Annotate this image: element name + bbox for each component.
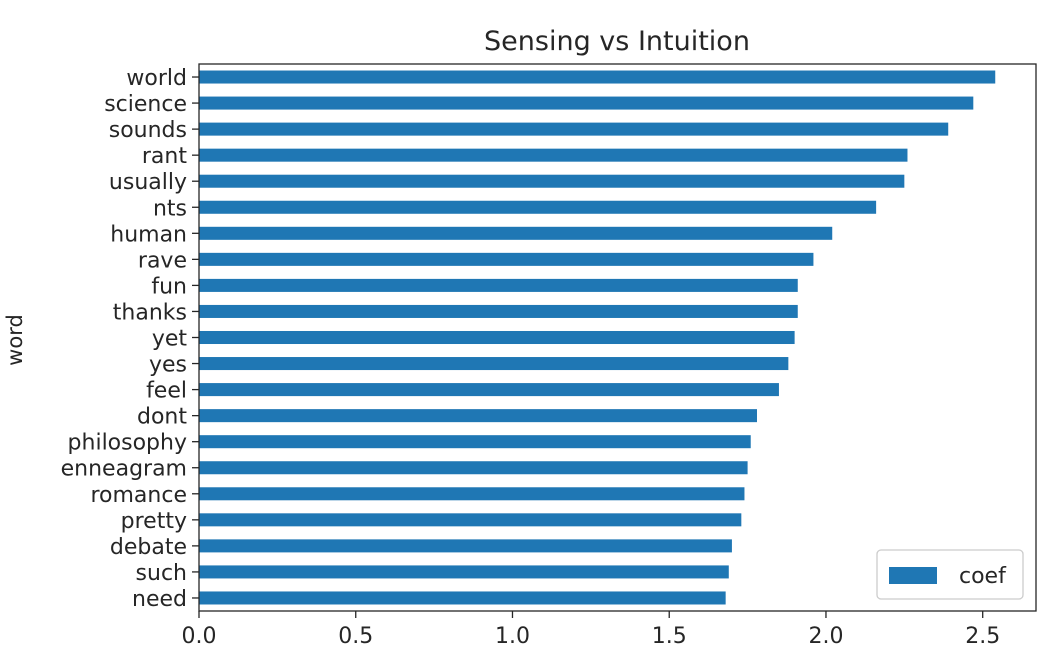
y-tick-label: debate: [110, 535, 187, 560]
x-tick-label: 0.5: [338, 624, 373, 649]
bar-usually: [199, 174, 905, 188]
y-tick-label: dont: [137, 405, 187, 430]
y-tick-label: romance: [90, 483, 187, 508]
bar-world: [199, 70, 996, 84]
y-tick-label: such: [136, 561, 187, 586]
bar-thanks: [199, 304, 798, 318]
y-tick-label: science: [104, 92, 187, 117]
bar-rant: [199, 148, 908, 162]
bar-feel: [199, 383, 779, 397]
x-tick-label: 1.0: [495, 624, 530, 649]
y-axis-ticks: worldsciencesoundsrantusuallyntshumanrav…: [61, 66, 199, 612]
plot-frame: [198, 63, 1037, 612]
y-tick-label: enneagram: [61, 457, 187, 482]
y-tick-label: pretty: [121, 509, 187, 534]
x-axis-ticks: 0.0 0.5 1.0 1.5 2.0 2.5: [182, 611, 1000, 649]
y-tick-label: rant: [142, 144, 187, 169]
y-tick-label: world: [126, 66, 187, 91]
bar-science: [199, 96, 974, 110]
bar-such: [199, 565, 729, 579]
bar-fun: [199, 278, 798, 292]
bar-yes: [199, 357, 789, 371]
y-tick-label: human: [110, 222, 187, 247]
x-tick-label: 2.0: [808, 624, 843, 649]
bar-human: [199, 226, 833, 240]
bar-sounds: [199, 122, 949, 136]
y-tick-label: yet: [152, 327, 188, 352]
bars-group: [199, 70, 996, 605]
y-tick-label: yes: [149, 353, 187, 378]
y-tick-label: usually: [109, 170, 187, 195]
bar-enneagram: [199, 461, 748, 475]
bar-philosophy: [199, 435, 751, 449]
y-tick-label: feel: [146, 379, 187, 404]
legend: coef: [876, 549, 1024, 600]
bar-pretty: [199, 513, 742, 527]
bar-romance: [199, 487, 745, 501]
bar-debate: [199, 539, 732, 553]
x-tick-label: 0.0: [182, 624, 217, 649]
chart-title: Sensing vs Intuition: [484, 26, 750, 57]
bar-dont: [199, 409, 757, 423]
bar-nts: [199, 200, 877, 214]
bar-need: [199, 591, 726, 605]
y-axis-label: word: [3, 314, 27, 366]
bar-rave: [199, 252, 814, 266]
plot-border: [198, 63, 1037, 612]
legend-label-coef: coef: [959, 564, 1007, 589]
y-tick-label: nts: [153, 196, 187, 221]
y-tick-label: thanks: [113, 300, 187, 325]
bar-yet: [199, 330, 795, 345]
y-tick-label: rave: [138, 248, 187, 273]
x-tick-label: 1.5: [652, 624, 687, 649]
y-tick-label: fun: [151, 274, 187, 299]
x-tick-label: 2.5: [965, 624, 1000, 649]
y-tick-label: philosophy: [68, 431, 187, 456]
legend-swatch-coef: [889, 567, 937, 584]
legend-box: [876, 549, 1024, 600]
y-tick-label: need: [132, 587, 187, 612]
y-tick-label: sounds: [109, 118, 187, 143]
